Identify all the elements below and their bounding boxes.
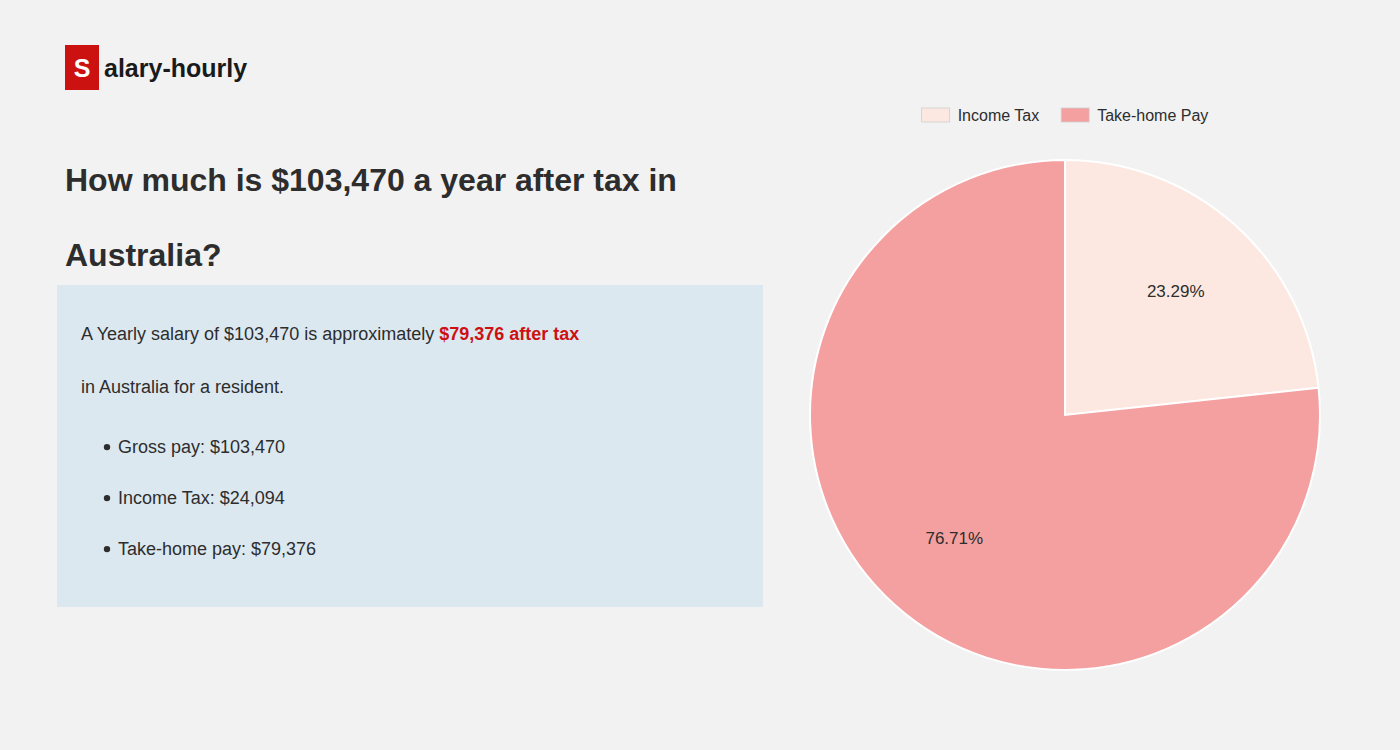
chart-root: Salary-hourly How much is $103,470 a year… [0, 0, 1400, 750]
legend-label: Take-home Pay [1097, 107, 1208, 124]
logo-text: alary-hourly [104, 54, 247, 82]
legend-item: Income Tax [922, 107, 1040, 124]
pie-slice [810, 160, 1320, 670]
info-line: in Australia for a resident. [81, 377, 284, 397]
legend-swatch [1061, 108, 1089, 122]
pie [810, 160, 1320, 670]
pie-slice [1065, 160, 1319, 415]
bullet-text: Take-home pay: $79,376 [118, 539, 316, 559]
bullet-text: Gross pay: $103,470 [118, 437, 285, 457]
bullet-dot [104, 495, 110, 501]
info-box [57, 285, 763, 607]
data-labels: 23.29% 76.71% [925, 282, 1204, 548]
info-line: A Yearly salary of $103,470 is approxima… [81, 324, 579, 344]
data-label: 23.29% [1147, 282, 1205, 301]
title-line: Australia? [65, 237, 221, 273]
logo-letter: S [74, 54, 91, 82]
logo-box [65, 45, 99, 90]
legend: Income Tax Take-home Pay [922, 107, 1209, 124]
bullet-dot [104, 444, 110, 450]
legend-swatch [922, 108, 950, 122]
title: How much is $103,470 a year after tax in… [65, 162, 677, 273]
bullet-dot [104, 546, 110, 552]
bullet-text: Income Tax: $24,094 [118, 488, 285, 508]
data-label: 76.71% [925, 529, 983, 548]
title-line: How much is $103,470 a year after tax in [65, 162, 677, 198]
legend-label: Income Tax [958, 107, 1040, 124]
info-text: A Yearly salary of $103,470 is approxima… [81, 324, 439, 344]
legend-item: Take-home Pay [1061, 107, 1208, 124]
info-highlight: $79,376 after tax [439, 324, 579, 344]
